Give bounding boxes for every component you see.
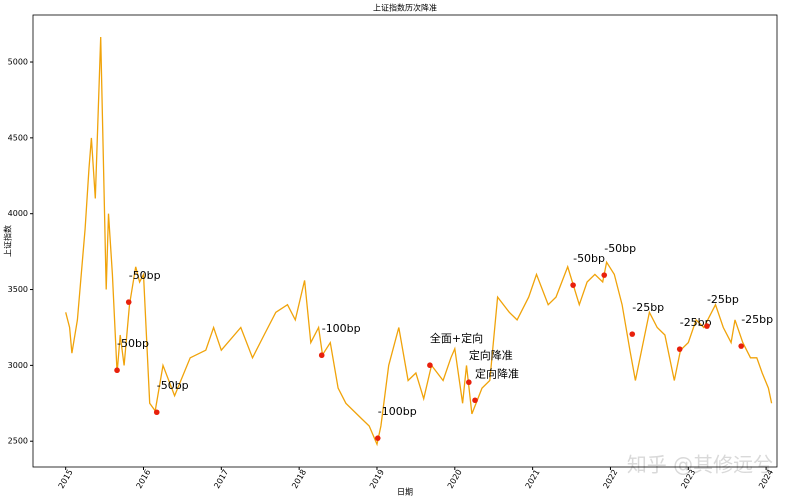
y-tick-label: 3000 [8, 361, 28, 370]
cut-label: -50bp [157, 379, 189, 392]
cut-marker [472, 397, 478, 404]
plot-frame [32, 14, 778, 468]
watermark: 知乎 @其修远兮 [627, 453, 773, 477]
cut-label: -100bp [378, 405, 417, 418]
y-axis-label: 上证指数 [3, 225, 13, 257]
cut-label: -25bp [741, 313, 773, 326]
x-tick-label: 2022 [601, 468, 619, 490]
cut-label: -50bp [129, 269, 161, 282]
cut-marker [570, 282, 576, 288]
chart-title: 上证指数历次降准 [373, 3, 437, 13]
cut-label: -50bp [117, 337, 149, 350]
y-tick-label: 2500 [8, 437, 28, 446]
cut-marker [125, 299, 132, 305]
x-tick-label: 2016 [135, 468, 153, 490]
cut-marker [153, 409, 160, 416]
cut-marker [601, 272, 608, 278]
cut-label: 全面+定向 [430, 331, 483, 345]
cut-marker [676, 346, 683, 352]
cut-marker [114, 367, 120, 374]
x-tick-label: 2019 [368, 468, 386, 490]
cut-label: -25bp [680, 316, 712, 329]
cut-label: 定向降准 [475, 366, 519, 380]
y-tick-label: 3500 [8, 285, 28, 294]
index-line [65, 36, 773, 447]
cut-label: -25bp [632, 301, 664, 314]
x-tick-label: 2015 [57, 468, 75, 490]
cut-marker [466, 379, 472, 386]
cut-marker [427, 362, 433, 369]
cut-marker [374, 435, 381, 441]
y-tick-label: 5000 [8, 58, 28, 67]
cut-label: -100bp [322, 322, 361, 335]
x-tick-label: 2017 [212, 468, 230, 490]
cut-label: -50bp [604, 242, 636, 255]
cut-marker [629, 331, 636, 337]
cut-label: -25bp [707, 293, 739, 306]
cut-marker [738, 343, 745, 349]
cut-label: 定向降准 [469, 348, 513, 362]
cut-marker [704, 323, 710, 329]
x-tick-label: 2021 [524, 468, 542, 490]
y-tick-label: 4000 [8, 209, 28, 218]
y-tick-label: 4500 [8, 133, 28, 142]
x-axis-label: 日期 [397, 488, 413, 497]
x-tick-label: 2020 [446, 468, 464, 490]
x-tick-label: 2018 [290, 468, 308, 490]
cut-marker [318, 352, 325, 359]
cut-label: -50bp [573, 252, 605, 265]
